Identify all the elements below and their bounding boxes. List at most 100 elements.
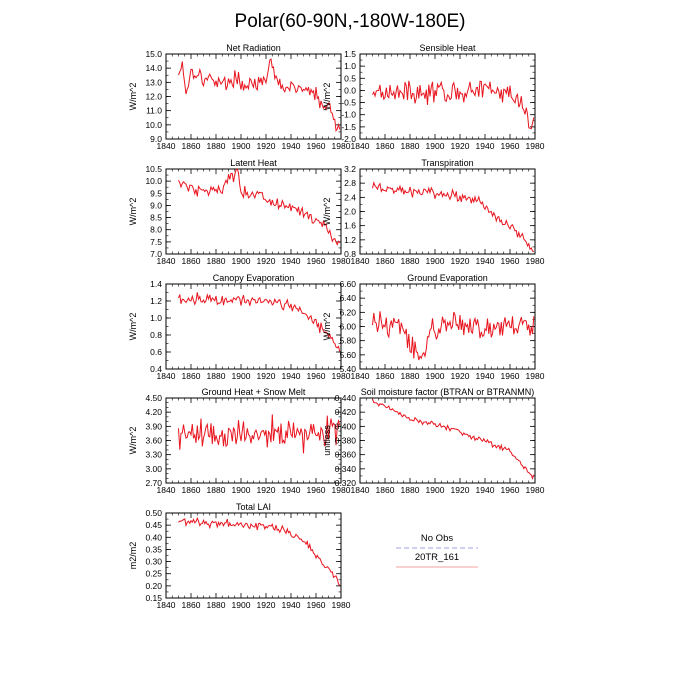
y-axis-label: W/m^2 [128, 427, 138, 455]
x-tick-label: 1860 [376, 371, 395, 381]
y-tick-label: 3.00 [145, 464, 162, 474]
x-tick-label: 1880 [401, 371, 420, 381]
plot-frame [165, 397, 342, 484]
y-tick-label: 13.0 [145, 77, 162, 87]
x-tick-label: 1840 [157, 371, 176, 381]
x-tick-label: 1940 [282, 485, 301, 495]
x-tick-label: 1980 [526, 371, 545, 381]
x-tick-label: 1980 [332, 485, 351, 495]
x-tick-label: 1960 [501, 141, 520, 151]
y-tick-label: 2.70 [145, 478, 162, 488]
y-axis-label: m2/m2 [128, 542, 138, 570]
y-tick-label: 0.420 [335, 407, 357, 417]
y-tick-label: 0.5 [344, 73, 356, 83]
series-line [178, 292, 341, 352]
x-tick-label: 1840 [351, 256, 370, 266]
x-tick-label: 1920 [451, 485, 470, 495]
x-tick-label: 1920 [451, 141, 470, 151]
x-tick-label: 1860 [182, 485, 201, 495]
y-tick-label: 0.4 [150, 364, 162, 374]
y-tick-label: 0.8 [150, 330, 162, 340]
panel-title: Sensible Heat [419, 43, 476, 53]
y-axis-label: W/m^2 [128, 198, 138, 226]
x-tick-label: 1900 [232, 371, 251, 381]
panel-title: Transpiration [421, 158, 473, 168]
x-tick-label: 1960 [501, 485, 520, 495]
x-tick-label: 1960 [307, 371, 326, 381]
y-tick-label: 1.4 [150, 279, 162, 289]
y-axis-label: unitless [322, 425, 332, 456]
y-tick-label: 2.8 [344, 178, 356, 188]
panel-title: Ground Heat + Snow Melt [202, 387, 306, 397]
y-tick-label: 0.6 [150, 347, 162, 357]
x-tick-label: 1880 [207, 485, 226, 495]
y-tick-label: 3.30 [145, 450, 162, 460]
x-tick-label: 1880 [401, 485, 420, 495]
y-tick-label: 10.5 [145, 164, 162, 174]
x-tick-label: 1860 [182, 256, 201, 266]
x-tick-label: 1840 [157, 256, 176, 266]
x-tick-label: 1960 [307, 600, 326, 610]
x-tick-label: 1980 [332, 371, 351, 381]
x-tick-label: 1960 [307, 256, 326, 266]
x-tick-label: 1960 [501, 256, 520, 266]
x-tick-label: 1840 [351, 485, 370, 495]
x-tick-label: 1960 [307, 485, 326, 495]
y-tick-label: 7.5 [150, 237, 162, 247]
x-tick-label: 1880 [207, 256, 226, 266]
x-tick-label: 1900 [232, 600, 251, 610]
y-tick-label: 0.40 [145, 532, 162, 542]
x-tick-label: 1860 [376, 256, 395, 266]
x-tick-label: 1840 [157, 600, 176, 610]
x-tick-label: 1860 [182, 141, 201, 151]
figure-title: Polar(60-90N,-180W-180E) [235, 11, 466, 32]
x-tick-label: 1840 [351, 371, 370, 381]
x-tick-label: 1900 [426, 256, 445, 266]
panel-title: Canopy Evaporation [213, 273, 295, 283]
x-tick-label: 1840 [157, 485, 176, 495]
panel-9: Total LAI 1840 1860 1880 1900 1920 1940 1960 198… [128, 502, 351, 610]
x-tick-label: 1940 [282, 600, 301, 610]
x-tick-label: 1940 [476, 485, 495, 495]
y-axis-label: W/m^2 [322, 198, 332, 226]
x-tick-label: 1920 [257, 256, 276, 266]
y-tick-label: 9.5 [150, 188, 162, 198]
y-tick-label: -1.5 [341, 122, 356, 132]
panel-title: Ground Evaporation [407, 273, 488, 283]
plot-frame [165, 168, 342, 255]
series-line [178, 168, 341, 246]
x-tick-label: 1860 [376, 141, 395, 151]
x-tick-label: 1980 [526, 256, 545, 266]
y-tick-label: 9.0 [150, 134, 162, 144]
x-tick-label: 1980 [332, 256, 351, 266]
x-tick-label: 1960 [501, 371, 520, 381]
y-tick-label: -2.0 [341, 134, 356, 144]
x-tick-label: 1900 [426, 141, 445, 151]
x-tick-label: 1840 [351, 141, 370, 151]
y-tick-label: 0.320 [335, 478, 357, 488]
y-axis-label: W/m^2 [128, 313, 138, 341]
x-tick-label: 1880 [207, 141, 226, 151]
panel-5: Canopy Evaporation 1840 1860 1880 1900 1920 19… [128, 273, 351, 381]
y-tick-label: 0.50 [145, 508, 162, 518]
y-tick-label: 0.30 [145, 557, 162, 567]
panel-title: Latent Heat [230, 158, 277, 168]
x-tick-label: 1840 [157, 141, 176, 151]
x-tick-label: 1900 [232, 485, 251, 495]
y-tick-label: 6.40 [339, 293, 356, 303]
panel-title: Soil moisture factor (BTRAN or BTRANMN) [361, 387, 535, 397]
x-tick-label: 1920 [257, 485, 276, 495]
panel-2: Sensible Heat 1840 1860 1880 1900 1920 1940 196… [322, 43, 545, 151]
series-line [178, 414, 341, 454]
y-tick-label: 10.0 [145, 176, 162, 186]
y-tick-label: 7.0 [150, 249, 162, 259]
y-tick-label: 0.400 [335, 421, 357, 431]
x-tick-label: 1980 [526, 141, 545, 151]
y-tick-label: 3.60 [145, 436, 162, 446]
y-tick-label: 2.4 [344, 192, 356, 202]
x-tick-label: 1920 [257, 141, 276, 151]
plot-frame [359, 397, 536, 484]
y-tick-label: 0.0 [344, 85, 356, 95]
y-tick-label: 0.35 [145, 544, 162, 554]
